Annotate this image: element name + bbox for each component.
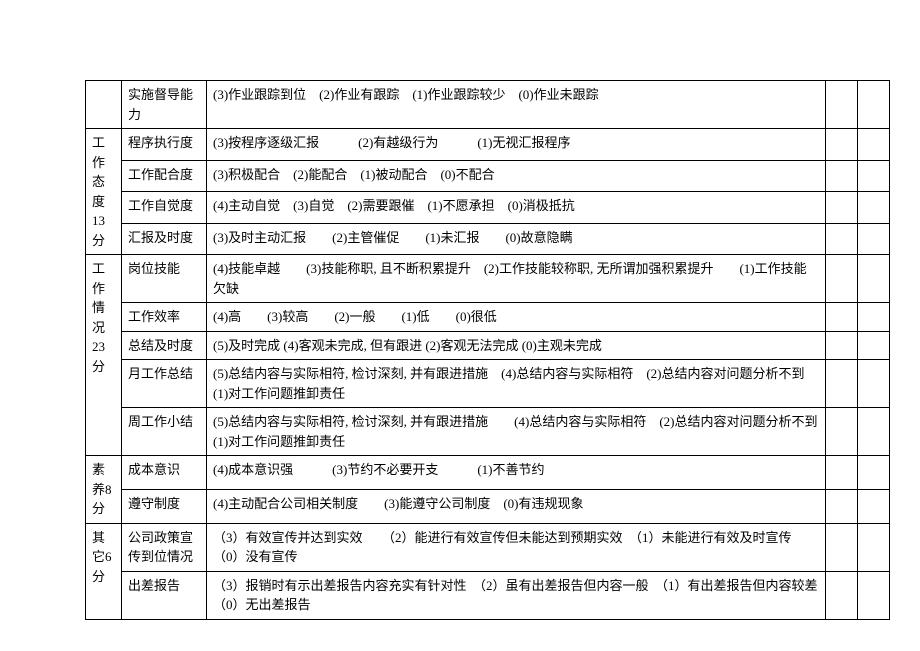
description-cell: (5)及时完成 (4)客观未完成, 但有跟进 (2)客观无法完成 (0)主观未完…: [207, 331, 826, 360]
item-cell: 公司政策宣传到位情况: [122, 523, 207, 571]
description-cell: (3)积极配合 (2)能配合 (1)被动配合 (0)不配合: [207, 160, 826, 192]
score-cell-2: [858, 255, 890, 303]
category-cell: 其它6分: [86, 523, 122, 619]
score-cell-1: [826, 160, 858, 192]
category-cell: [86, 81, 122, 129]
score-cell-2: [858, 360, 890, 408]
score-cell-1: [826, 223, 858, 255]
item-cell: 月工作总结: [122, 360, 207, 408]
score-cell-1: [826, 331, 858, 360]
item-cell: 周工作小结: [122, 408, 207, 456]
document-page: 实施督导能力(3)作业跟踪到位 (2)作业有跟踪 (1)作业跟踪较少 (0)作业…: [0, 0, 920, 651]
score-cell-2: [858, 523, 890, 571]
description-cell: （3）报销时有示出差报告内容充实有针对性 （2）虽有出差报告但内容一般 （1）有…: [207, 571, 826, 619]
evaluation-table: 实施督导能力(3)作业跟踪到位 (2)作业有跟踪 (1)作业跟踪较少 (0)作业…: [85, 80, 890, 620]
description-cell: (4)技能卓越 (3)技能称职, 且不断积累提升 (2)工作技能较称职, 无所谓…: [207, 255, 826, 303]
table-row: 素养8分成本意识(4)成本意识强 (3)节约不必要开支 (1)不善节约: [86, 456, 890, 490]
item-cell: 工作效率: [122, 303, 207, 332]
table-row: 周工作小结(5)总结内容与实际相符, 检讨深刻, 并有跟进措施 (4)总结内容与…: [86, 408, 890, 456]
description-cell: （3）有效宣传并达到实效 （2）能进行有效宣传但未能达到预期实效 （1）未能进行…: [207, 523, 826, 571]
score-cell-2: [858, 192, 890, 224]
score-cell-2: [858, 456, 890, 490]
table-row: 其它6分公司政策宣传到位情况（3）有效宣传并达到实效 （2）能进行有效宣传但未能…: [86, 523, 890, 571]
score-cell-1: [826, 523, 858, 571]
score-cell-2: [858, 160, 890, 192]
table-row: 工作自觉度(4)主动自觉 (3)自觉 (2)需要跟催 (1)不愿承担 (0)消极…: [86, 192, 890, 224]
description-cell: (4)成本意识强 (3)节约不必要开支 (1)不善节约: [207, 456, 826, 490]
table-row: 总结及时度(5)及时完成 (4)客观未完成, 但有跟进 (2)客观无法完成 (0…: [86, 331, 890, 360]
score-cell-1: [826, 303, 858, 332]
item-cell: 出差报告: [122, 571, 207, 619]
category-cell: 工作情况23分: [86, 255, 122, 456]
score-cell-2: [858, 81, 890, 129]
item-cell: 岗位技能: [122, 255, 207, 303]
score-cell-2: [858, 408, 890, 456]
table-row: 实施督导能力(3)作业跟踪到位 (2)作业有跟踪 (1)作业跟踪较少 (0)作业…: [86, 81, 890, 129]
score-cell-2: [858, 331, 890, 360]
category-cell: 素养8分: [86, 456, 122, 524]
item-cell: 成本意识: [122, 456, 207, 490]
description-cell: (4)主动配合公司相关制度 (3)能遵守公司制度 (0)有违规现象: [207, 489, 826, 523]
item-cell: 工作配合度: [122, 160, 207, 192]
table-row: 汇报及时度(3)及时主动汇报 (2)主管催促 (1)未汇报 (0)故意隐瞒: [86, 223, 890, 255]
score-cell-1: [826, 81, 858, 129]
category-cell: 工作态度13分: [86, 129, 122, 255]
score-cell-1: [826, 255, 858, 303]
item-cell: 实施督导能力: [122, 81, 207, 129]
description-cell: (5)总结内容与实际相符, 检讨深刻, 并有跟进措施 (4)总结内容与实际相符 …: [207, 360, 826, 408]
table-row: 工作情况23分岗位技能(4)技能卓越 (3)技能称职, 且不断积累提升 (2)工…: [86, 255, 890, 303]
table-row: 工作效率(4)高 (3)较高 (2)一般 (1)低 (0)很低: [86, 303, 890, 332]
description-cell: (4)主动自觉 (3)自觉 (2)需要跟催 (1)不愿承担 (0)消极抵抗: [207, 192, 826, 224]
item-cell: 程序执行度: [122, 129, 207, 161]
description-cell: (4)高 (3)较高 (2)一般 (1)低 (0)很低: [207, 303, 826, 332]
score-cell-2: [858, 489, 890, 523]
description-cell: (5)总结内容与实际相符, 检讨深刻, 并有跟进措施 (4)总结内容与实际相符 …: [207, 408, 826, 456]
table-row: 工作配合度(3)积极配合 (2)能配合 (1)被动配合 (0)不配合: [86, 160, 890, 192]
table-row: 月工作总结(5)总结内容与实际相符, 检讨深刻, 并有跟进措施 (4)总结内容与…: [86, 360, 890, 408]
score-cell-2: [858, 129, 890, 161]
table-row: 出差报告（3）报销时有示出差报告内容充实有针对性 （2）虽有出差报告但内容一般 …: [86, 571, 890, 619]
score-cell-1: [826, 489, 858, 523]
score-cell-2: [858, 223, 890, 255]
score-cell-1: [826, 192, 858, 224]
description-cell: (3)作业跟踪到位 (2)作业有跟踪 (1)作业跟踪较少 (0)作业未跟踪: [207, 81, 826, 129]
item-cell: 工作自觉度: [122, 192, 207, 224]
item-cell: 遵守制度: [122, 489, 207, 523]
item-cell: 总结及时度: [122, 331, 207, 360]
table-row: 工作态度13分程序执行度(3)按程序逐级汇报 (2)有越级行为 (1)无视汇报程…: [86, 129, 890, 161]
description-cell: (3)按程序逐级汇报 (2)有越级行为 (1)无视汇报程序: [207, 129, 826, 161]
score-cell-2: [858, 303, 890, 332]
table-row: 遵守制度(4)主动配合公司相关制度 (3)能遵守公司制度 (0)有违规现象: [86, 489, 890, 523]
score-cell-1: [826, 129, 858, 161]
score-cell-1: [826, 456, 858, 490]
description-cell: (3)及时主动汇报 (2)主管催促 (1)未汇报 (0)故意隐瞒: [207, 223, 826, 255]
item-cell: 汇报及时度: [122, 223, 207, 255]
score-cell-1: [826, 360, 858, 408]
